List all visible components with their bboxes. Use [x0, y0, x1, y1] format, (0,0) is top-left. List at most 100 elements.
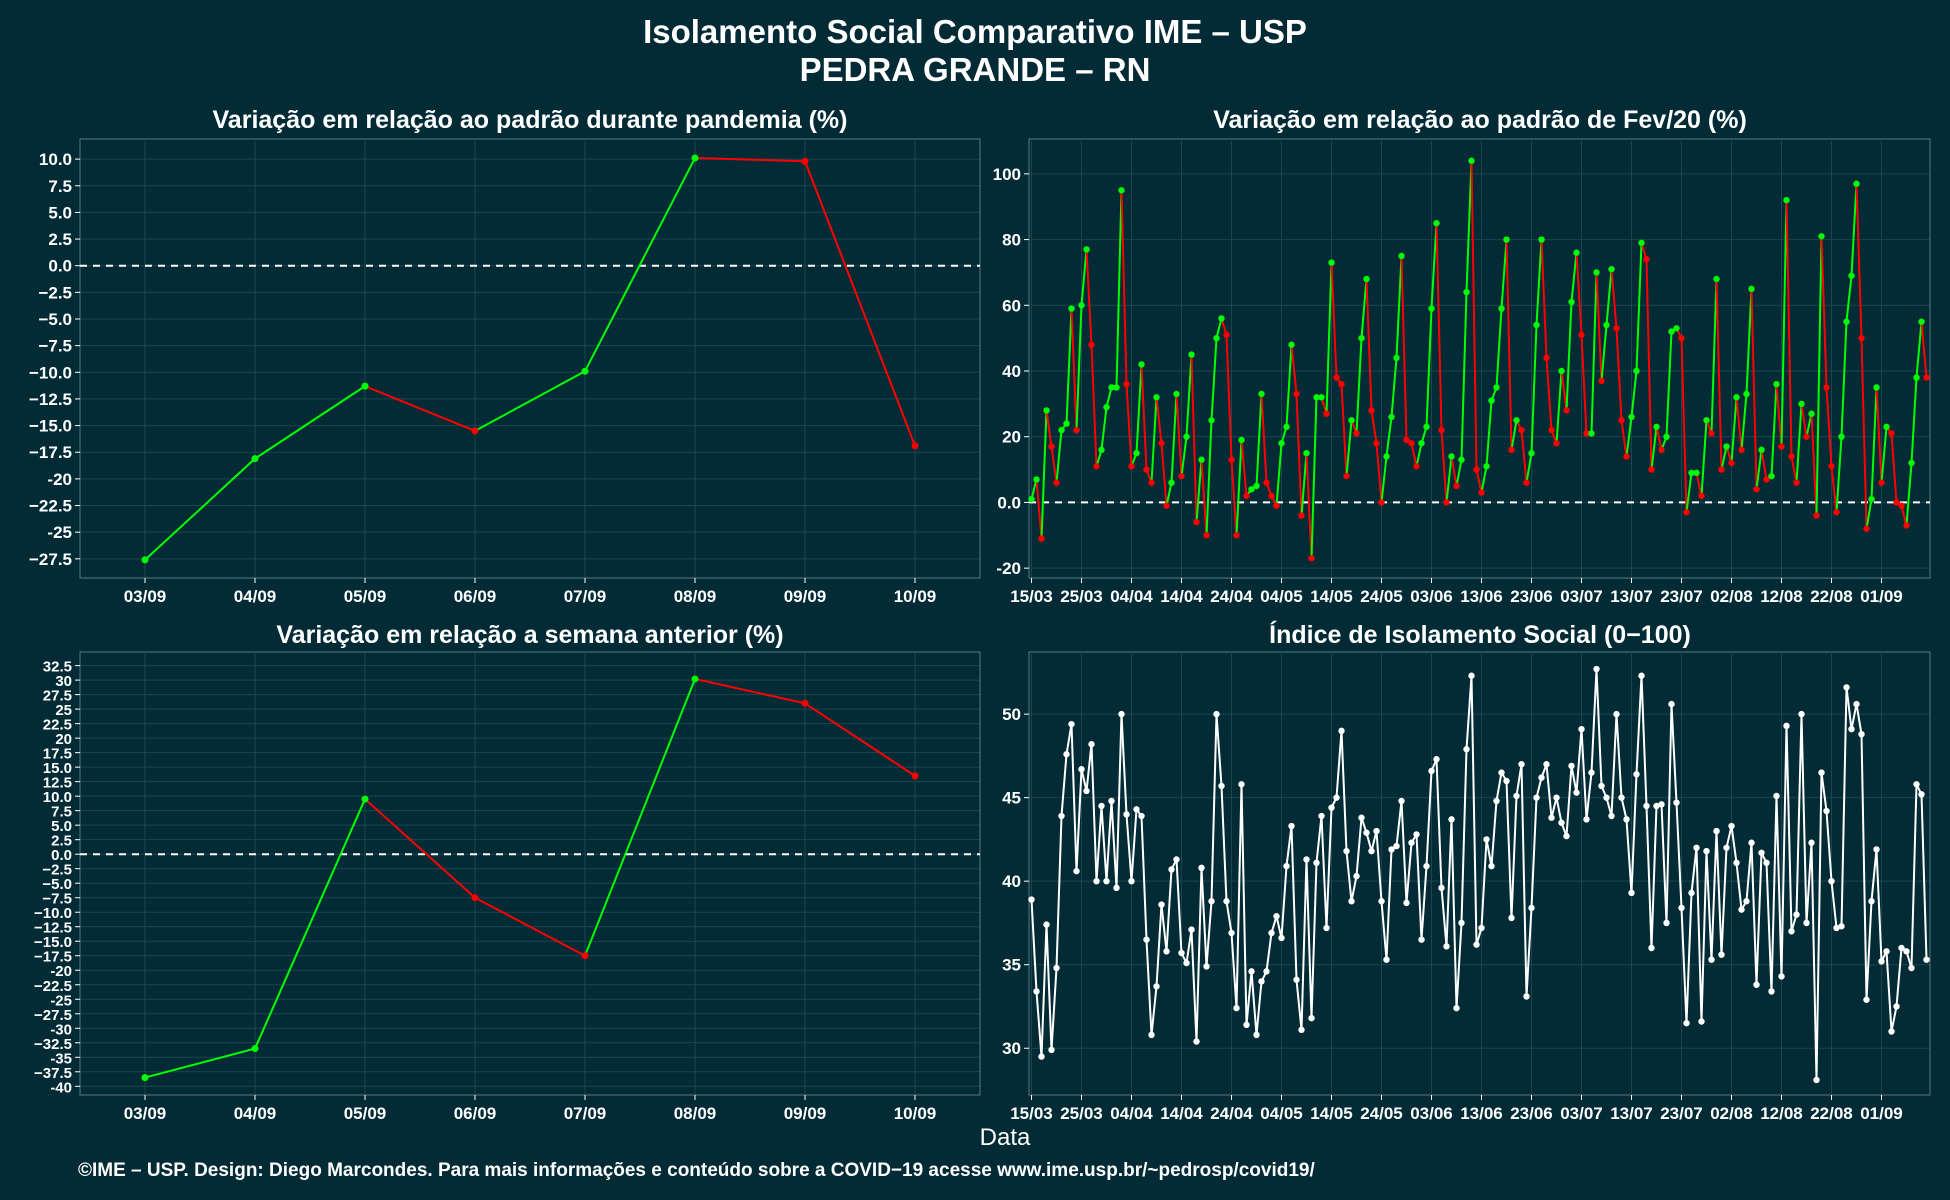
data-point	[1383, 956, 1390, 963]
series-segment	[1200, 867, 1208, 967]
data-point	[1403, 436, 1410, 444]
y-tick-label: 10.0	[43, 789, 72, 806]
series-segment	[1075, 769, 1083, 872]
data-point	[1183, 433, 1190, 440]
x-tick-label: 13/06	[1460, 1104, 1503, 1123]
data-point	[1613, 325, 1620, 332]
data-point	[1223, 331, 1230, 339]
series-segment	[1200, 459, 1208, 536]
y-tick-label: 20	[55, 731, 72, 748]
y-tick-label: −2.5	[38, 283, 72, 302]
x-tick-label: 05/09	[344, 587, 387, 606]
x-tick-label: 04/05	[1260, 587, 1303, 606]
data-point	[1413, 463, 1420, 470]
data-point	[1093, 463, 1100, 470]
series-segment	[1030, 899, 1038, 992]
data-point	[1453, 482, 1460, 490]
data-point	[1418, 936, 1425, 943]
series-segment	[1080, 769, 1088, 792]
y-tick-label: 40	[1002, 362, 1021, 381]
data-point	[1548, 814, 1555, 821]
x-tick-label: 22/08	[1810, 1104, 1853, 1123]
series-segment	[1795, 714, 1803, 915]
data-point	[1708, 956, 1715, 963]
data-point	[1893, 499, 1900, 506]
series-segment	[1375, 443, 1383, 503]
data-point	[1613, 710, 1620, 718]
panel-title-pandemia: Variação em relação ao padrão durante pa…	[213, 106, 848, 134]
data-point	[1698, 1018, 1705, 1025]
data-point	[1543, 354, 1550, 362]
series-segment	[1485, 400, 1493, 467]
data-point	[1823, 384, 1830, 391]
data-point	[1543, 761, 1550, 768]
x-tick-label: 03/07	[1560, 587, 1603, 606]
series-segment	[1355, 338, 1363, 434]
data-point	[691, 675, 699, 683]
data-point	[1883, 948, 1890, 955]
data-point	[1878, 958, 1885, 965]
series-segment	[1125, 814, 1133, 882]
series-segment	[1800, 403, 1808, 437]
series-segment	[1600, 324, 1608, 381]
plot-frame	[79, 138, 981, 579]
data-point	[1813, 1076, 1820, 1084]
series-segment	[1850, 183, 1858, 276]
x-tick-label: 06/09	[454, 1104, 497, 1123]
data-point	[1568, 298, 1575, 306]
series-segment	[1625, 416, 1633, 457]
data-point	[1658, 801, 1665, 808]
series-segment	[1160, 904, 1168, 952]
data-point	[1083, 246, 1090, 253]
series-segment	[364, 385, 476, 432]
data-point	[1713, 827, 1720, 835]
x-tick-label: 14/04	[1160, 1104, 1203, 1123]
series-segment	[1730, 825, 1738, 863]
chart-semana: Variação em relação a semana anterior (%…	[34, 621, 981, 1123]
y-tick-label: −22.5	[34, 978, 72, 995]
data-point	[1538, 236, 1545, 243]
series-segment	[1650, 805, 1658, 949]
series-segment	[1040, 410, 1048, 539]
data-point	[1273, 913, 1280, 920]
series-segment	[1070, 308, 1078, 431]
data-point	[1528, 904, 1535, 912]
series-segment	[1480, 839, 1488, 929]
series-segment	[1090, 744, 1098, 882]
series-segment	[1900, 505, 1908, 526]
data-point	[1683, 1019, 1690, 1027]
data-point	[1763, 476, 1770, 483]
series-segment	[1325, 807, 1333, 928]
data-point	[1043, 407, 1050, 414]
series-segment	[1365, 278, 1373, 411]
series-segment	[1630, 774, 1638, 893]
series-segment	[1185, 354, 1193, 437]
series-segment	[584, 678, 696, 957]
data-point	[1738, 906, 1745, 913]
series-segment	[1090, 344, 1098, 467]
data-point	[1828, 463, 1835, 470]
series-segment	[1825, 387, 1833, 467]
data-point	[1218, 315, 1225, 322]
y-tick-label: 45	[1002, 789, 1021, 808]
data-point	[1113, 884, 1120, 892]
data-point	[1593, 269, 1600, 276]
data-point	[1503, 236, 1510, 243]
series-segment	[1615, 714, 1623, 798]
data-point	[1808, 839, 1815, 846]
x-tick-label: 08/09	[674, 1104, 717, 1123]
data-point	[1108, 384, 1115, 391]
data-point	[1328, 259, 1335, 266]
data-point	[1098, 802, 1105, 810]
series-segment	[1315, 815, 1323, 863]
series-segment	[1665, 704, 1673, 923]
series-segment	[474, 370, 586, 432]
data-point	[1378, 499, 1385, 506]
data-point	[1258, 390, 1265, 398]
data-point	[1753, 981, 1760, 988]
data-point	[1478, 489, 1485, 496]
data-point	[1088, 341, 1095, 348]
data-point	[1228, 456, 1235, 463]
data-point	[1223, 898, 1230, 905]
